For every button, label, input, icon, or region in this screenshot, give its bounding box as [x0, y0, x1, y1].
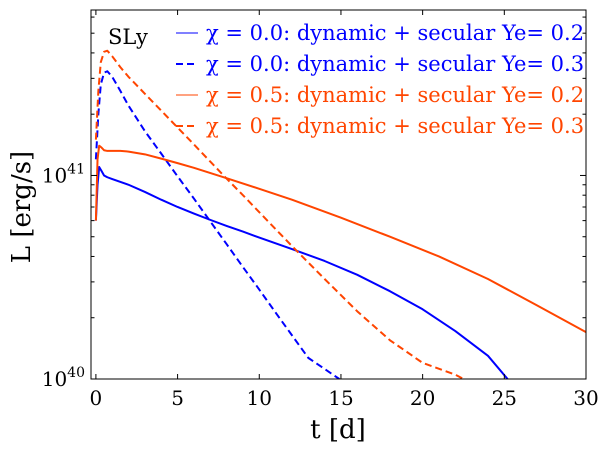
y-axis-title: L [erg/s]	[7, 151, 37, 263]
plot-frame	[90, 9, 587, 380]
series-line-2	[94, 70, 340, 379]
y-tick-label: 1040	[42, 365, 85, 391]
ticks-layer: 0 5 10 15 20 25 30 1040 1041	[42, 10, 599, 410]
series-line-1	[94, 166, 509, 379]
legend: χ = 0.0: dynamic + secular Ye= 0.2 χ = 0.…	[176, 21, 584, 138]
series-line-4	[94, 49, 464, 379]
x-tick-label: 5	[171, 386, 184, 410]
legend-label-1: χ = 0.0: dynamic + secular Ye= 0.2	[206, 21, 584, 45]
legend-label-4: χ = 0.5: dynamic + secular Ye= 0.3	[206, 114, 584, 138]
x-tick-label: 10	[247, 386, 272, 410]
x-axis-title: t [d]	[310, 415, 366, 445]
x-tick-label: 0	[90, 386, 103, 410]
y-tick-label: 1041	[42, 161, 85, 187]
x-tick-label: 20	[410, 386, 435, 410]
series-line-3	[94, 144, 586, 333]
x-tick-label: 25	[492, 386, 517, 410]
legend-label-2: χ = 0.0: dynamic + secular Ye= 0.3	[206, 52, 584, 76]
legend-label-3: χ = 0.5: dynamic + secular Ye= 0.2	[206, 83, 584, 107]
annotation-label: SLy	[108, 25, 148, 49]
series-layer	[94, 49, 586, 379]
x-tick-label: 30	[573, 386, 598, 410]
plot-background	[91, 10, 586, 379]
x-tick-label: 15	[328, 386, 353, 410]
